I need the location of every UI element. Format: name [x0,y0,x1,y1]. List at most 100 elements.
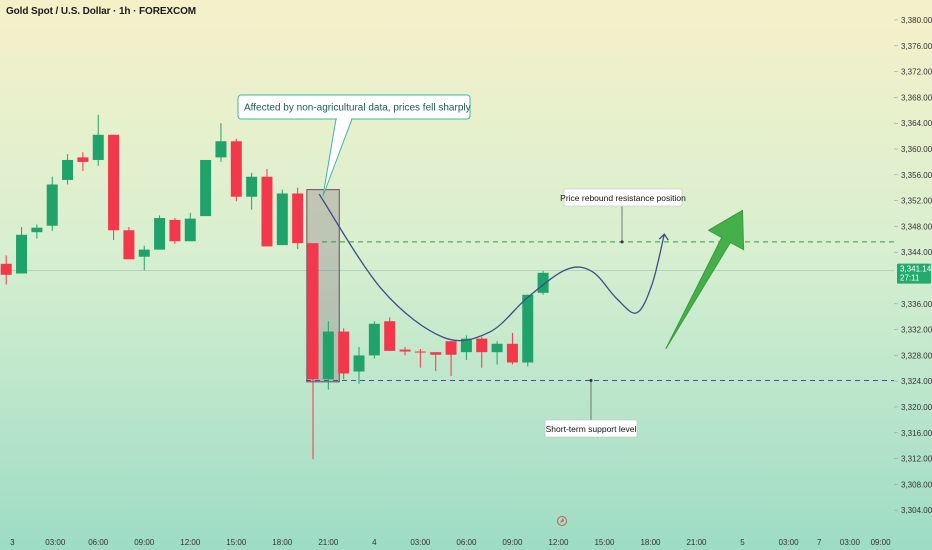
candle [491,341,503,365]
candle-body [322,331,334,380]
current-price-tag [897,263,931,284]
candle [384,317,396,351]
candle-body [246,176,258,197]
candle [169,218,181,244]
candle [62,154,74,185]
candle-body [384,321,396,351]
y-tick-label: 3,316.00 [901,429,932,438]
y-tick-label: 3,344.00 [901,248,932,257]
candle-body [123,230,135,260]
candle [476,336,488,368]
candle [108,134,120,240]
x-tick-label: 15:00 [226,538,247,547]
projection-curve [318,193,665,342]
y-tick-label: 3,376.00 [901,42,932,51]
axis-layer: 3,380.00 3,376.00 3,372.00 3,368.00 3,364.00… [10,16,932,547]
candle [445,341,457,377]
candle-body [476,338,488,353]
y-tick-label: 3,332.00 [901,326,932,335]
candle-body [31,227,43,233]
candle-body [169,219,181,242]
candle-body [338,331,350,374]
y-tick-label: 3,352.00 [901,197,932,206]
x-tick-label: 09:00 [502,538,523,547]
x-tick-label: 09:00 [871,538,892,547]
candle [430,352,442,371]
x-tick-label: 03:00 [45,538,66,547]
x-tick-label: 18:00 [272,538,293,547]
resistance-label-text: Price rebound resistance position [560,193,686,203]
candle [138,245,150,271]
candle-body [77,157,89,162]
x-tick-label: 03:00 [779,538,800,547]
candle [322,321,334,390]
y-tick-label: 3,312.00 [901,455,932,464]
x-tick-label: 06:00 [88,538,109,547]
candle [368,321,380,359]
candle [154,215,166,250]
candles-layer [0,114,549,460]
replay-icon-glyph [560,518,564,523]
candle-body [276,193,288,246]
candle [292,187,304,249]
x-tick-label: 06:00 [456,538,477,547]
x-tick-label: 03:00 [840,538,861,547]
candle [16,227,28,274]
candle-body [537,272,549,293]
projection-arrowhead [658,233,669,241]
support-label-box [544,419,638,438]
y-tick-label: 3,304.00 [901,506,932,515]
candle-body [138,249,150,257]
candle-body [445,341,457,355]
current-price-countdown: 27:11 [900,274,920,283]
candle-body [368,323,380,356]
candle-body [62,159,74,180]
resistance-label-box [563,188,683,207]
candle-body [460,338,472,353]
y-tick-label: 3,348.00 [901,222,932,231]
chart-title: Gold Spot / U.S. Dollar · 1h · FOREXCOM [6,6,196,17]
y-tick-label: 3,360.00 [901,145,932,154]
current-price-value: 3,341.14 [900,265,932,274]
x-tick-label: 7 [817,538,822,547]
candle [522,294,534,367]
y-tick-label: 3,320.00 [901,403,932,412]
y-tick-label: 3,324.00 [901,377,932,386]
x-tick-label: 21:00 [686,538,707,547]
candle-body [292,193,304,244]
candle [506,332,518,365]
candle-body [215,141,227,158]
candle-body [307,243,319,380]
candle [230,138,242,202]
candle-body [261,176,273,247]
candle [246,172,258,210]
bullish-arrow [665,209,745,350]
x-tick-label: 12:00 [548,538,569,547]
x-tick-label: 18:00 [640,538,661,547]
candle-body [16,234,28,274]
x-tick-label: 03:00 [410,538,431,547]
candle [460,335,472,360]
annotation-layer: Affected by non-agricultural data, price… [237,94,745,438]
replay-icon-ring [557,516,567,526]
candle [31,224,43,239]
replay-icon [557,516,567,526]
y-tick-label: 3,328.00 [901,351,932,360]
candle-body [230,141,242,197]
candle [77,152,89,171]
y-tick-label: 3,308.00 [901,480,932,489]
x-tick-label: 15:00 [594,538,615,547]
candle [46,176,58,231]
y-tick-label: 3,372.00 [901,68,932,77]
y-tick-label: 3,336.00 [901,300,932,309]
candle-body [154,218,166,250]
y-tick-label: 3,368.00 [901,93,932,102]
candle-body [200,159,212,217]
x-tick-label: 12:00 [180,538,201,547]
candle [399,347,411,356]
candle-body [491,343,503,353]
candle-body [0,263,12,275]
y-tick-label: 3,380.00 [901,16,932,25]
